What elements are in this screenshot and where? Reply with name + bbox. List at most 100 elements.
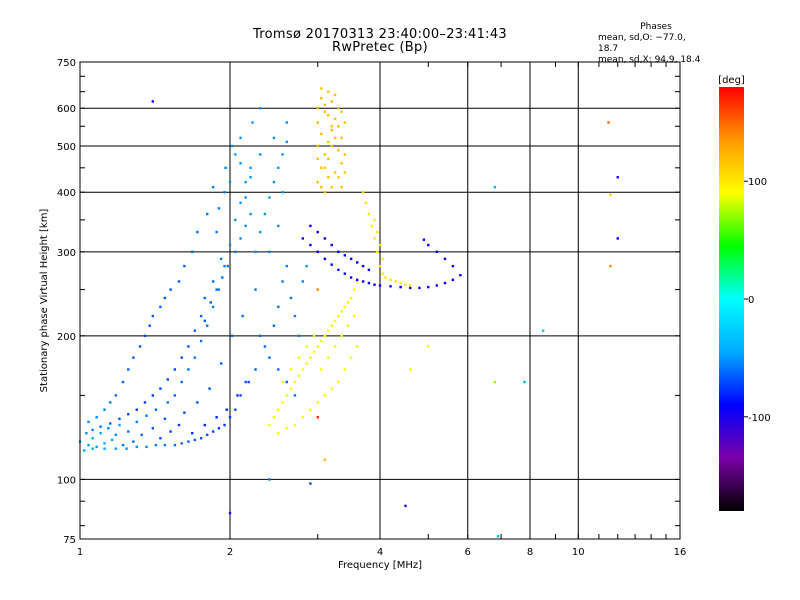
data-point	[151, 394, 155, 397]
data-point	[219, 257, 223, 261]
data-point	[373, 218, 376, 222]
data-point	[247, 380, 250, 384]
data-point	[254, 368, 257, 371]
x-tick-label: 4	[377, 547, 383, 558]
data-point	[163, 296, 167, 300]
data-point	[361, 191, 365, 194]
data-point	[203, 319, 206, 323]
data-point	[381, 257, 384, 261]
y-tick-label: 750	[57, 58, 76, 69]
data-point	[196, 230, 199, 234]
data-point	[239, 201, 242, 205]
chart-subtitle: RwPretec (Bp)	[332, 40, 428, 55]
data-point	[343, 368, 347, 371]
data-point	[241, 314, 244, 318]
data-point	[272, 136, 276, 140]
x-tick-label: 10	[572, 547, 585, 558]
colorbar-ticks: 100 0 -100	[744, 177, 771, 424]
data-point	[333, 345, 337, 348]
data-point	[127, 368, 130, 371]
data-point	[541, 329, 545, 332]
data-point	[121, 443, 125, 447]
data-point	[118, 423, 121, 427]
data-point	[616, 237, 619, 240]
colorbar-gradient	[719, 87, 744, 511]
data-point	[95, 416, 98, 419]
data-point	[244, 196, 247, 199]
data-point	[427, 243, 430, 247]
data-point	[91, 428, 94, 432]
data-point	[217, 427, 221, 430]
data-point	[320, 368, 323, 371]
data-point	[215, 416, 218, 419]
data-point	[177, 280, 181, 283]
data-point	[259, 334, 262, 338]
data-point	[459, 273, 462, 277]
data-point	[259, 153, 262, 156]
y-axis: 75 100 200 300 400 500 600 750	[57, 58, 680, 546]
data-point	[355, 280, 359, 283]
data-point	[378, 264, 382, 268]
data-point	[367, 281, 371, 285]
data-point	[121, 380, 125, 384]
data-point	[281, 280, 284, 283]
data-point	[244, 180, 247, 184]
data-point	[285, 427, 288, 430]
data-point	[199, 314, 203, 318]
data-point	[343, 254, 347, 257]
data-point	[234, 250, 237, 254]
data-point	[316, 288, 319, 291]
data-point	[316, 401, 319, 404]
data-point	[316, 121, 319, 124]
data-point	[221, 276, 224, 279]
data-point	[320, 96, 323, 100]
data-point	[316, 180, 319, 184]
data-point	[323, 153, 327, 156]
data-point	[435, 250, 438, 254]
data-point	[330, 263, 333, 266]
data-point	[333, 171, 337, 174]
data-point	[196, 401, 199, 404]
data-point	[263, 345, 267, 348]
data-point	[223, 264, 226, 268]
data-point	[309, 224, 312, 228]
data-point	[289, 387, 293, 390]
data-point	[346, 324, 350, 327]
data-point	[285, 264, 288, 268]
data-point	[376, 230, 379, 234]
data-point	[349, 296, 353, 300]
data-point	[309, 408, 312, 411]
data-point	[297, 374, 301, 377]
data-point	[217, 288, 221, 291]
data-point	[135, 420, 138, 424]
data-point	[127, 430, 130, 433]
data-point	[346, 301, 350, 304]
data-point	[187, 345, 190, 348]
data-point	[91, 437, 94, 440]
data-point	[159, 305, 162, 309]
data-point	[159, 437, 162, 440]
data-point	[427, 345, 430, 348]
data-point	[183, 411, 186, 414]
data-point	[343, 272, 347, 275]
data-point	[327, 356, 330, 359]
data-point	[285, 140, 288, 144]
data-point	[451, 278, 455, 282]
data-point	[609, 193, 612, 197]
data-point	[309, 243, 312, 247]
data-point	[166, 401, 169, 404]
data-point	[293, 423, 297, 427]
data-point	[352, 288, 356, 291]
data-point	[297, 334, 301, 338]
data-point	[422, 238, 426, 241]
data-point	[281, 153, 284, 156]
data-point	[337, 107, 340, 110]
data-point	[399, 285, 402, 289]
data-point	[373, 283, 376, 286]
data-point	[607, 121, 610, 124]
y-tick-label: 400	[57, 188, 76, 199]
data-point	[316, 107, 319, 110]
data-point	[173, 443, 177, 447]
data-point	[211, 305, 215, 309]
